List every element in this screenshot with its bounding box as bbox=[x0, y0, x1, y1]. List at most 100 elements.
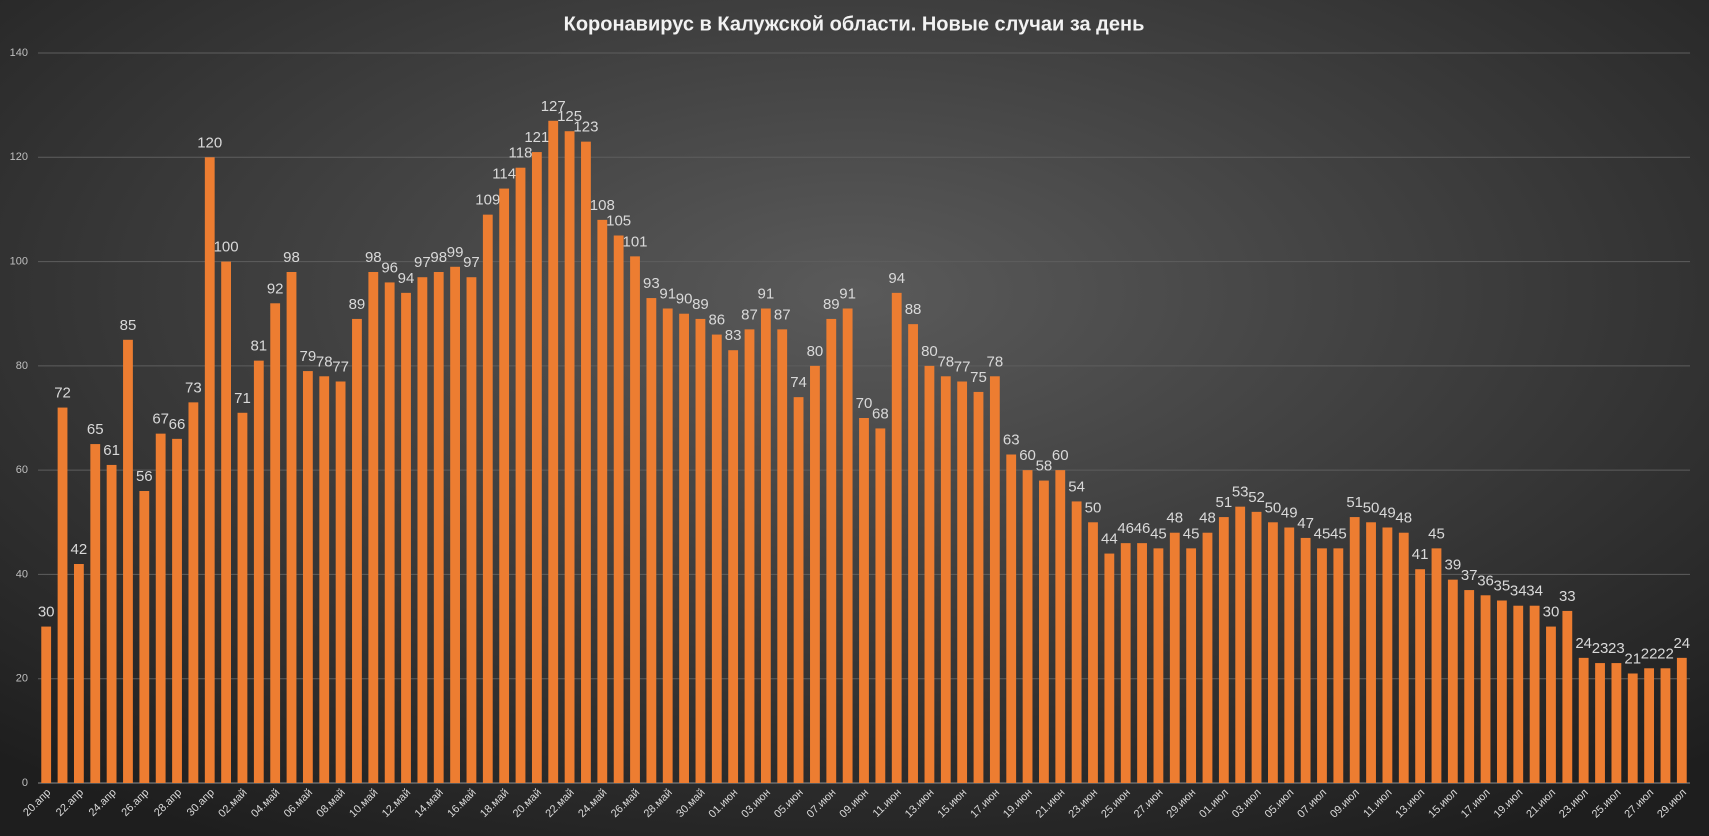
bar bbox=[1366, 522, 1376, 783]
value-label: 87 bbox=[774, 306, 791, 323]
value-label: 39 bbox=[1444, 557, 1461, 574]
bar bbox=[1415, 569, 1426, 783]
value-label: 34 bbox=[1510, 583, 1527, 600]
y-tick-label: 140 bbox=[10, 47, 28, 59]
bar bbox=[1349, 517, 1360, 783]
value-label: 45 bbox=[1314, 525, 1331, 542]
bar bbox=[1186, 548, 1197, 783]
bar bbox=[221, 261, 232, 784]
bar bbox=[57, 407, 68, 783]
value-label: 89 bbox=[349, 296, 366, 313]
value-label: 77 bbox=[954, 358, 971, 375]
value-label: 48 bbox=[1199, 510, 1216, 527]
value-label: 74 bbox=[790, 374, 807, 391]
bar bbox=[1153, 548, 1164, 783]
value-label: 105 bbox=[606, 212, 631, 229]
bar bbox=[1464, 590, 1475, 783]
bar bbox=[875, 428, 886, 783]
bar bbox=[1513, 605, 1524, 783]
value-label: 91 bbox=[758, 285, 775, 302]
value-label: 51 bbox=[1215, 494, 1232, 511]
bar bbox=[1595, 663, 1605, 783]
value-label: 91 bbox=[659, 285, 676, 302]
bar bbox=[793, 397, 804, 783]
value-label: 114 bbox=[492, 166, 516, 183]
value-label: 50 bbox=[1363, 499, 1380, 516]
bar bbox=[695, 318, 706, 783]
value-label: 54 bbox=[1068, 478, 1085, 495]
bar bbox=[466, 277, 477, 783]
value-label: 90 bbox=[676, 291, 693, 308]
value-label: 42 bbox=[71, 541, 88, 558]
bar bbox=[924, 365, 935, 783]
bar bbox=[155, 433, 166, 783]
bar bbox=[1039, 480, 1049, 783]
bar bbox=[891, 292, 902, 783]
value-label: 41 bbox=[1412, 546, 1429, 563]
bar bbox=[1137, 543, 1147, 783]
value-label: 44 bbox=[1101, 531, 1118, 548]
value-label: 101 bbox=[622, 233, 647, 250]
bar bbox=[1627, 673, 1638, 783]
value-label: 67 bbox=[152, 411, 169, 428]
value-label: 49 bbox=[1379, 504, 1396, 521]
bar bbox=[940, 376, 951, 783]
bar bbox=[1218, 517, 1229, 783]
value-label: 22 bbox=[1641, 645, 1658, 662]
value-label: 48 bbox=[1166, 510, 1183, 527]
bar bbox=[237, 412, 248, 783]
bar bbox=[335, 381, 346, 783]
value-label: 45 bbox=[1150, 525, 1167, 542]
bar bbox=[1235, 506, 1246, 783]
bar bbox=[630, 256, 640, 783]
value-label: 98 bbox=[365, 249, 382, 266]
bar bbox=[1480, 595, 1491, 783]
value-label: 24 bbox=[1575, 635, 1592, 652]
value-label: 97 bbox=[414, 254, 431, 271]
value-label: 35 bbox=[1494, 577, 1511, 594]
bar bbox=[810, 365, 820, 783]
value-label: 92 bbox=[267, 280, 284, 297]
value-label: 50 bbox=[1265, 499, 1282, 516]
bar bbox=[1578, 657, 1589, 783]
value-label: 60 bbox=[1052, 447, 1069, 464]
bar bbox=[760, 308, 771, 783]
value-label: 68 bbox=[872, 405, 889, 422]
bar bbox=[1431, 548, 1442, 783]
value-label: 94 bbox=[398, 270, 415, 287]
bar bbox=[1202, 532, 1213, 783]
value-label: 52 bbox=[1248, 489, 1265, 506]
value-label: 123 bbox=[573, 119, 598, 136]
value-label: 46 bbox=[1117, 520, 1134, 537]
value-label: 56 bbox=[136, 468, 153, 485]
y-tick-label: 80 bbox=[16, 360, 28, 372]
bar bbox=[204, 157, 215, 784]
value-label: 37 bbox=[1461, 567, 1478, 584]
bar bbox=[139, 491, 150, 783]
value-label: 73 bbox=[185, 379, 202, 396]
value-label: 75 bbox=[970, 369, 987, 386]
value-label: 87 bbox=[741, 306, 758, 323]
bar bbox=[1268, 522, 1278, 783]
value-label: 65 bbox=[87, 421, 104, 438]
value-label: 118 bbox=[509, 145, 533, 162]
value-label: 50 bbox=[1085, 499, 1102, 516]
bar bbox=[613, 235, 624, 783]
bar bbox=[106, 464, 117, 783]
value-label: 88 bbox=[905, 301, 922, 318]
bar bbox=[1529, 605, 1540, 783]
bar bbox=[450, 266, 460, 783]
value-label: 22 bbox=[1657, 645, 1674, 662]
bar bbox=[908, 324, 918, 783]
value-label: 83 bbox=[725, 327, 742, 344]
bar bbox=[401, 292, 411, 783]
bar bbox=[842, 308, 853, 783]
value-label: 53 bbox=[1232, 484, 1249, 501]
bar bbox=[973, 391, 984, 783]
bar bbox=[1611, 663, 1622, 783]
bar bbox=[1104, 553, 1115, 783]
value-label: 81 bbox=[250, 338, 267, 355]
bar bbox=[1676, 657, 1687, 783]
value-label: 21 bbox=[1624, 650, 1641, 667]
value-label: 66 bbox=[169, 416, 186, 433]
